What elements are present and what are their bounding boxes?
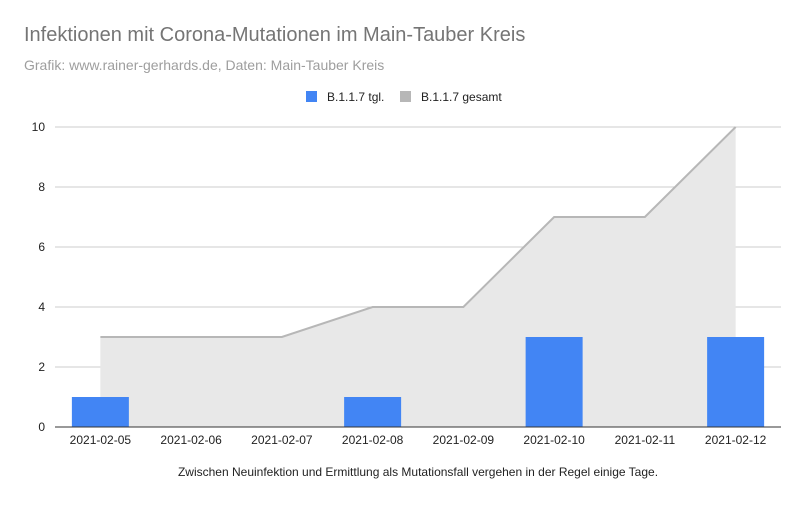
x-axis-label: Zwischen Neuinfektion und Ermittlung als… [178,465,658,479]
chart-subtitle: Grafik: www.rainer-gerhards.de, Daten: M… [24,57,385,73]
bar-2021-02-12 [707,337,765,427]
tick-labels: 0 2 4 6 8 10 2021-02-05 2021-02-06 2021-02-07 202… [32,120,767,447]
x-tick-label: 2021-02-06 [160,433,222,447]
legend-label: B.1.1.7 tgl. [327,90,384,104]
x-tick-label: 2021-02-12 [705,433,767,447]
legend: B.1.1.7 tgl. B.1.1.7 gesamt [306,90,502,104]
x-tick-label: 2021-02-10 [523,433,585,447]
x-tick-label: 2021-02-08 [342,433,404,447]
bar-2021-02-08 [344,397,402,427]
bar-2021-02-05 [71,397,129,427]
y-tick-label: 2 [38,360,45,374]
y-tick-label: 0 [38,420,45,434]
y-tick-label: 10 [32,120,46,134]
area-fill-gesamt [100,127,736,427]
legend-swatch-b-1-1-7-gesamt [400,91,411,102]
bar-2021-02-10 [525,337,583,427]
legend-swatch-b-1-1-7-tgl- [306,91,317,102]
bar-series-layer [71,337,765,427]
x-tick-label: 2021-02-11 [615,433,676,447]
area-series-layer [100,126,737,427]
x-tick-label: 2021-02-07 [251,433,313,447]
y-tick-label: 6 [38,240,45,254]
y-tick-label: 4 [38,300,45,314]
x-tick-label: 2021-02-09 [433,433,495,447]
legend-label: B.1.1.7 gesamt [421,90,502,104]
x-tick-label: 2021-02-05 [70,433,132,447]
area-line-gesamt [100,126,737,338]
y-tick-label: 8 [38,180,45,194]
chart-title: Infektionen mit Corona-Mutationen im Mai… [24,24,526,46]
